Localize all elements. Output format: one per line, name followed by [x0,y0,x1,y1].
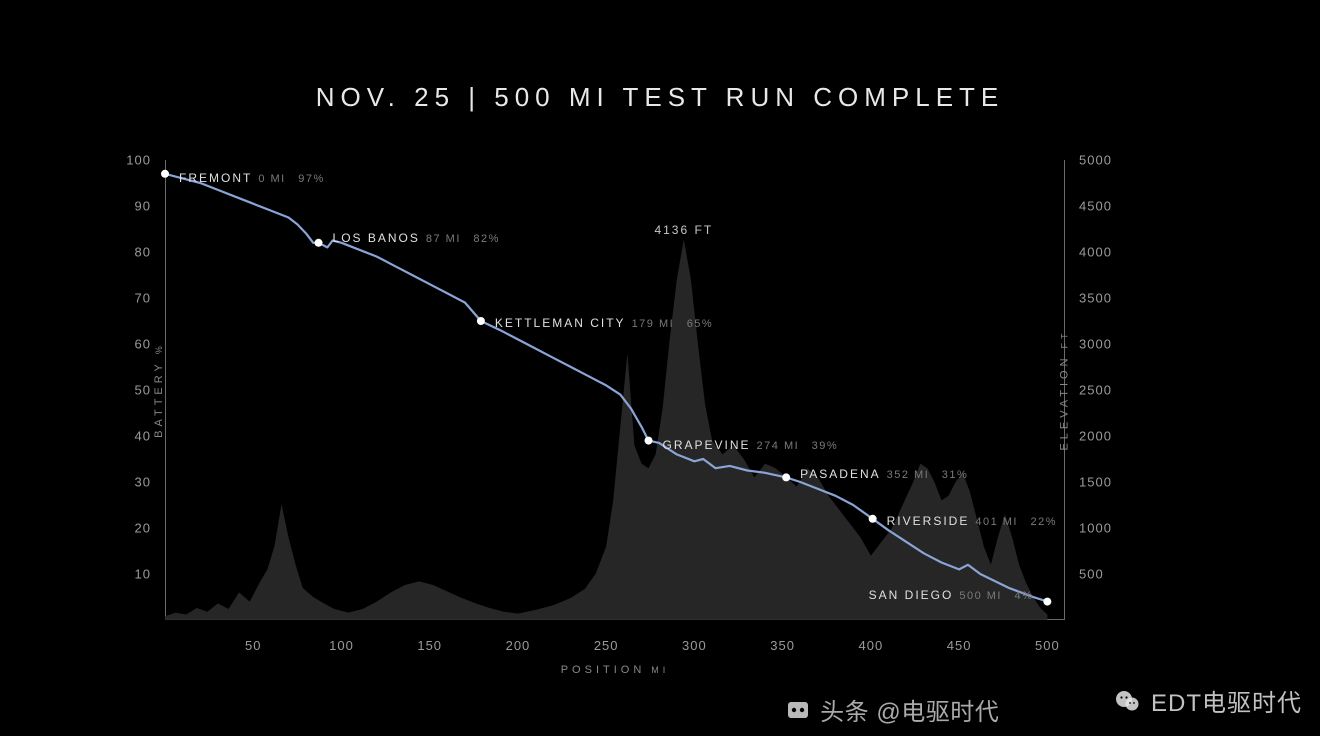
y-left-tick: 40 [135,429,165,444]
wechat-icon [1113,687,1141,722]
waypoint-label: FREMONT0 MI 97% [179,171,325,185]
waypoint-label: SAN DIEGO500 MI 4% [869,588,1034,602]
y-right-tick: 4500 [1065,199,1112,214]
elevation-area [165,240,1047,621]
y-right-tick: 5000 [1065,153,1112,168]
waypoint-marker [782,473,790,481]
waypoint-marker [161,170,169,178]
x-tick: 50 [245,620,261,653]
y-left-tick: 100 [126,153,165,168]
y-left-tick: 10 [135,567,165,582]
y-right-tick: 3000 [1065,337,1112,352]
peak-label: 4136 FT [654,223,713,237]
watermark-right: EDT电驱时代 [1113,683,1302,722]
waypoint-marker [645,437,653,445]
y-left-tick: 60 [135,337,165,352]
x-axis-title: POSITIONMI [561,664,670,676]
x-tick: 300 [682,620,707,653]
watermark-center: 头条 @电驱时代 [785,692,999,730]
waypoint-label: GRAPEVINE274 MI 39% [663,438,839,452]
x-tick: 500 [1035,620,1060,653]
waypoint-label: PASADENA352 MI 31% [800,467,968,481]
x-tick: 150 [417,620,442,653]
x-tick: 250 [594,620,619,653]
app-icon [785,697,811,730]
x-tick: 200 [506,620,531,653]
x-tick: 350 [770,620,795,653]
y-right-tick: 2500 [1065,383,1112,398]
y-right-tick: 4000 [1065,245,1112,260]
waypoint-marker [1043,598,1051,606]
y-right-tick: 1000 [1065,521,1112,536]
x-tick: 400 [859,620,884,653]
waypoint-marker [315,239,323,247]
y-left-tick: 70 [135,291,165,306]
chart-area: BATTERY% ELEVATIONFT POSITIONMI 10203040… [165,160,1065,620]
y-left-tick: 50 [135,383,165,398]
y-left-tick: 20 [135,521,165,536]
chart-svg [165,160,1065,620]
x-tick: 100 [329,620,354,653]
waypoint-label: RIVERSIDE401 MI 22% [887,514,1057,528]
waypoint-marker [869,515,877,523]
waypoint-label: KETTLEMAN CITY179 MI 65% [495,316,713,330]
page-root: NOV. 25 | 500 MI TEST RUN COMPLETE BATTE… [0,0,1320,736]
waypoint-marker [477,317,485,325]
page-title: NOV. 25 | 500 MI TEST RUN COMPLETE [0,82,1320,113]
y-left-tick: 30 [135,475,165,490]
y-left-tick: 80 [135,245,165,260]
waypoint-label: LOS BANOS87 MI 82% [333,231,500,245]
y-right-tick: 500 [1065,567,1104,582]
y-left-tick: 90 [135,199,165,214]
x-tick: 450 [947,620,972,653]
y-right-tick: 3500 [1065,291,1112,306]
y-right-tick: 2000 [1065,429,1112,444]
y-right-tick: 1500 [1065,475,1112,490]
